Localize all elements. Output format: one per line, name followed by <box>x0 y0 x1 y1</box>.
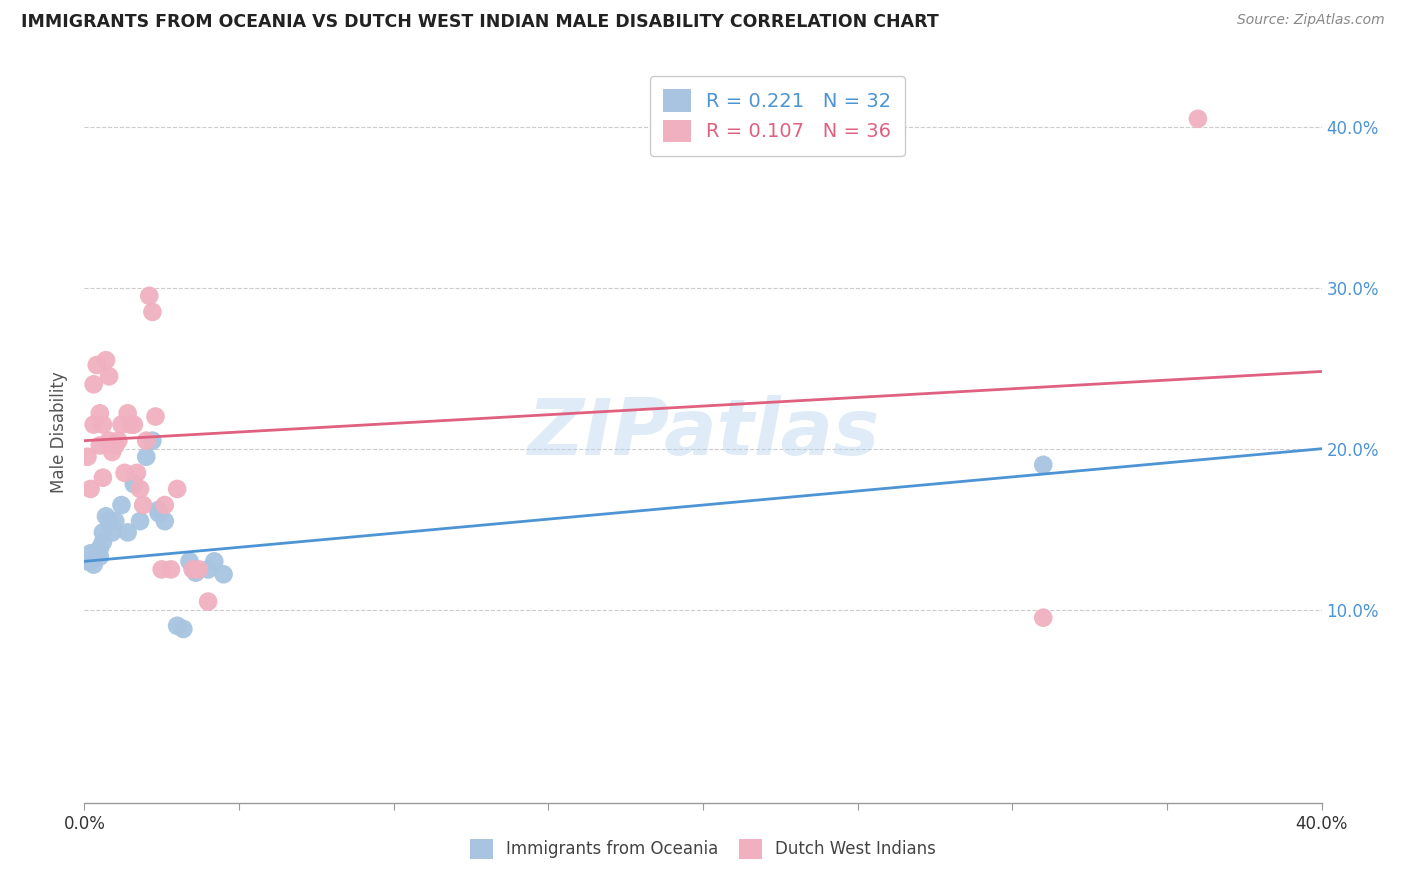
Point <box>91 417 114 432</box>
Point <box>89 406 111 420</box>
Point <box>101 445 124 459</box>
Point <box>148 506 170 520</box>
Y-axis label: Male Disability: Male Disability <box>51 372 69 493</box>
Point <box>160 562 183 576</box>
Point <box>125 466 148 480</box>
Point <box>1187 112 1209 126</box>
Point <box>89 438 111 452</box>
Point <box>166 619 188 633</box>
Point <box>83 417 105 432</box>
Point <box>197 594 219 608</box>
Point <box>184 566 207 580</box>
Point <box>83 377 105 392</box>
Point <box>145 409 167 424</box>
Text: IMMIGRANTS FROM OCEANIA VS DUTCH WEST INDIAN MALE DISABILITY CORRELATION CHART: IMMIGRANTS FROM OCEANIA VS DUTCH WEST IN… <box>21 13 939 31</box>
Point <box>135 434 157 448</box>
Point <box>104 438 127 452</box>
Point <box>89 541 111 556</box>
Point <box>91 525 114 540</box>
Point <box>150 562 173 576</box>
Point <box>101 525 124 540</box>
Point <box>89 549 111 564</box>
Point <box>117 525 139 540</box>
Point <box>197 562 219 576</box>
Point <box>129 514 152 528</box>
Point <box>83 558 105 572</box>
Point <box>110 498 132 512</box>
Point <box>202 554 225 568</box>
Point <box>98 434 121 448</box>
Point <box>135 450 157 464</box>
Point <box>120 417 142 432</box>
Point <box>98 369 121 384</box>
Point <box>110 417 132 432</box>
Point <box>122 477 145 491</box>
Point <box>141 434 163 448</box>
Point <box>104 514 127 528</box>
Point <box>98 514 121 528</box>
Point <box>76 450 98 464</box>
Text: Source: ZipAtlas.com: Source: ZipAtlas.com <box>1237 13 1385 28</box>
Point <box>86 358 108 372</box>
Point <box>1032 458 1054 472</box>
Point <box>79 482 101 496</box>
Legend: Immigrants from Oceania, Dutch West Indians: Immigrants from Oceania, Dutch West Indi… <box>460 830 946 869</box>
Point <box>181 562 204 576</box>
Point <box>141 305 163 319</box>
Point <box>1032 610 1054 624</box>
Point <box>86 548 108 562</box>
Point <box>132 498 155 512</box>
Point <box>86 545 108 559</box>
Point <box>91 471 114 485</box>
Point <box>187 562 209 576</box>
Point <box>129 482 152 496</box>
Point <box>83 551 105 566</box>
Point <box>79 546 101 560</box>
Point <box>94 353 117 368</box>
Point <box>212 567 235 582</box>
Point <box>153 514 176 528</box>
Point <box>148 503 170 517</box>
Point <box>76 554 98 568</box>
Point <box>153 498 176 512</box>
Point <box>179 554 201 568</box>
Text: ZIPatlas: ZIPatlas <box>527 394 879 471</box>
Point <box>138 289 160 303</box>
Point <box>122 417 145 432</box>
Point <box>79 554 101 568</box>
Point <box>107 434 129 448</box>
Point <box>91 535 114 549</box>
Point <box>117 406 139 420</box>
Point <box>166 482 188 496</box>
Point <box>94 509 117 524</box>
Point <box>172 622 194 636</box>
Point <box>114 466 136 480</box>
